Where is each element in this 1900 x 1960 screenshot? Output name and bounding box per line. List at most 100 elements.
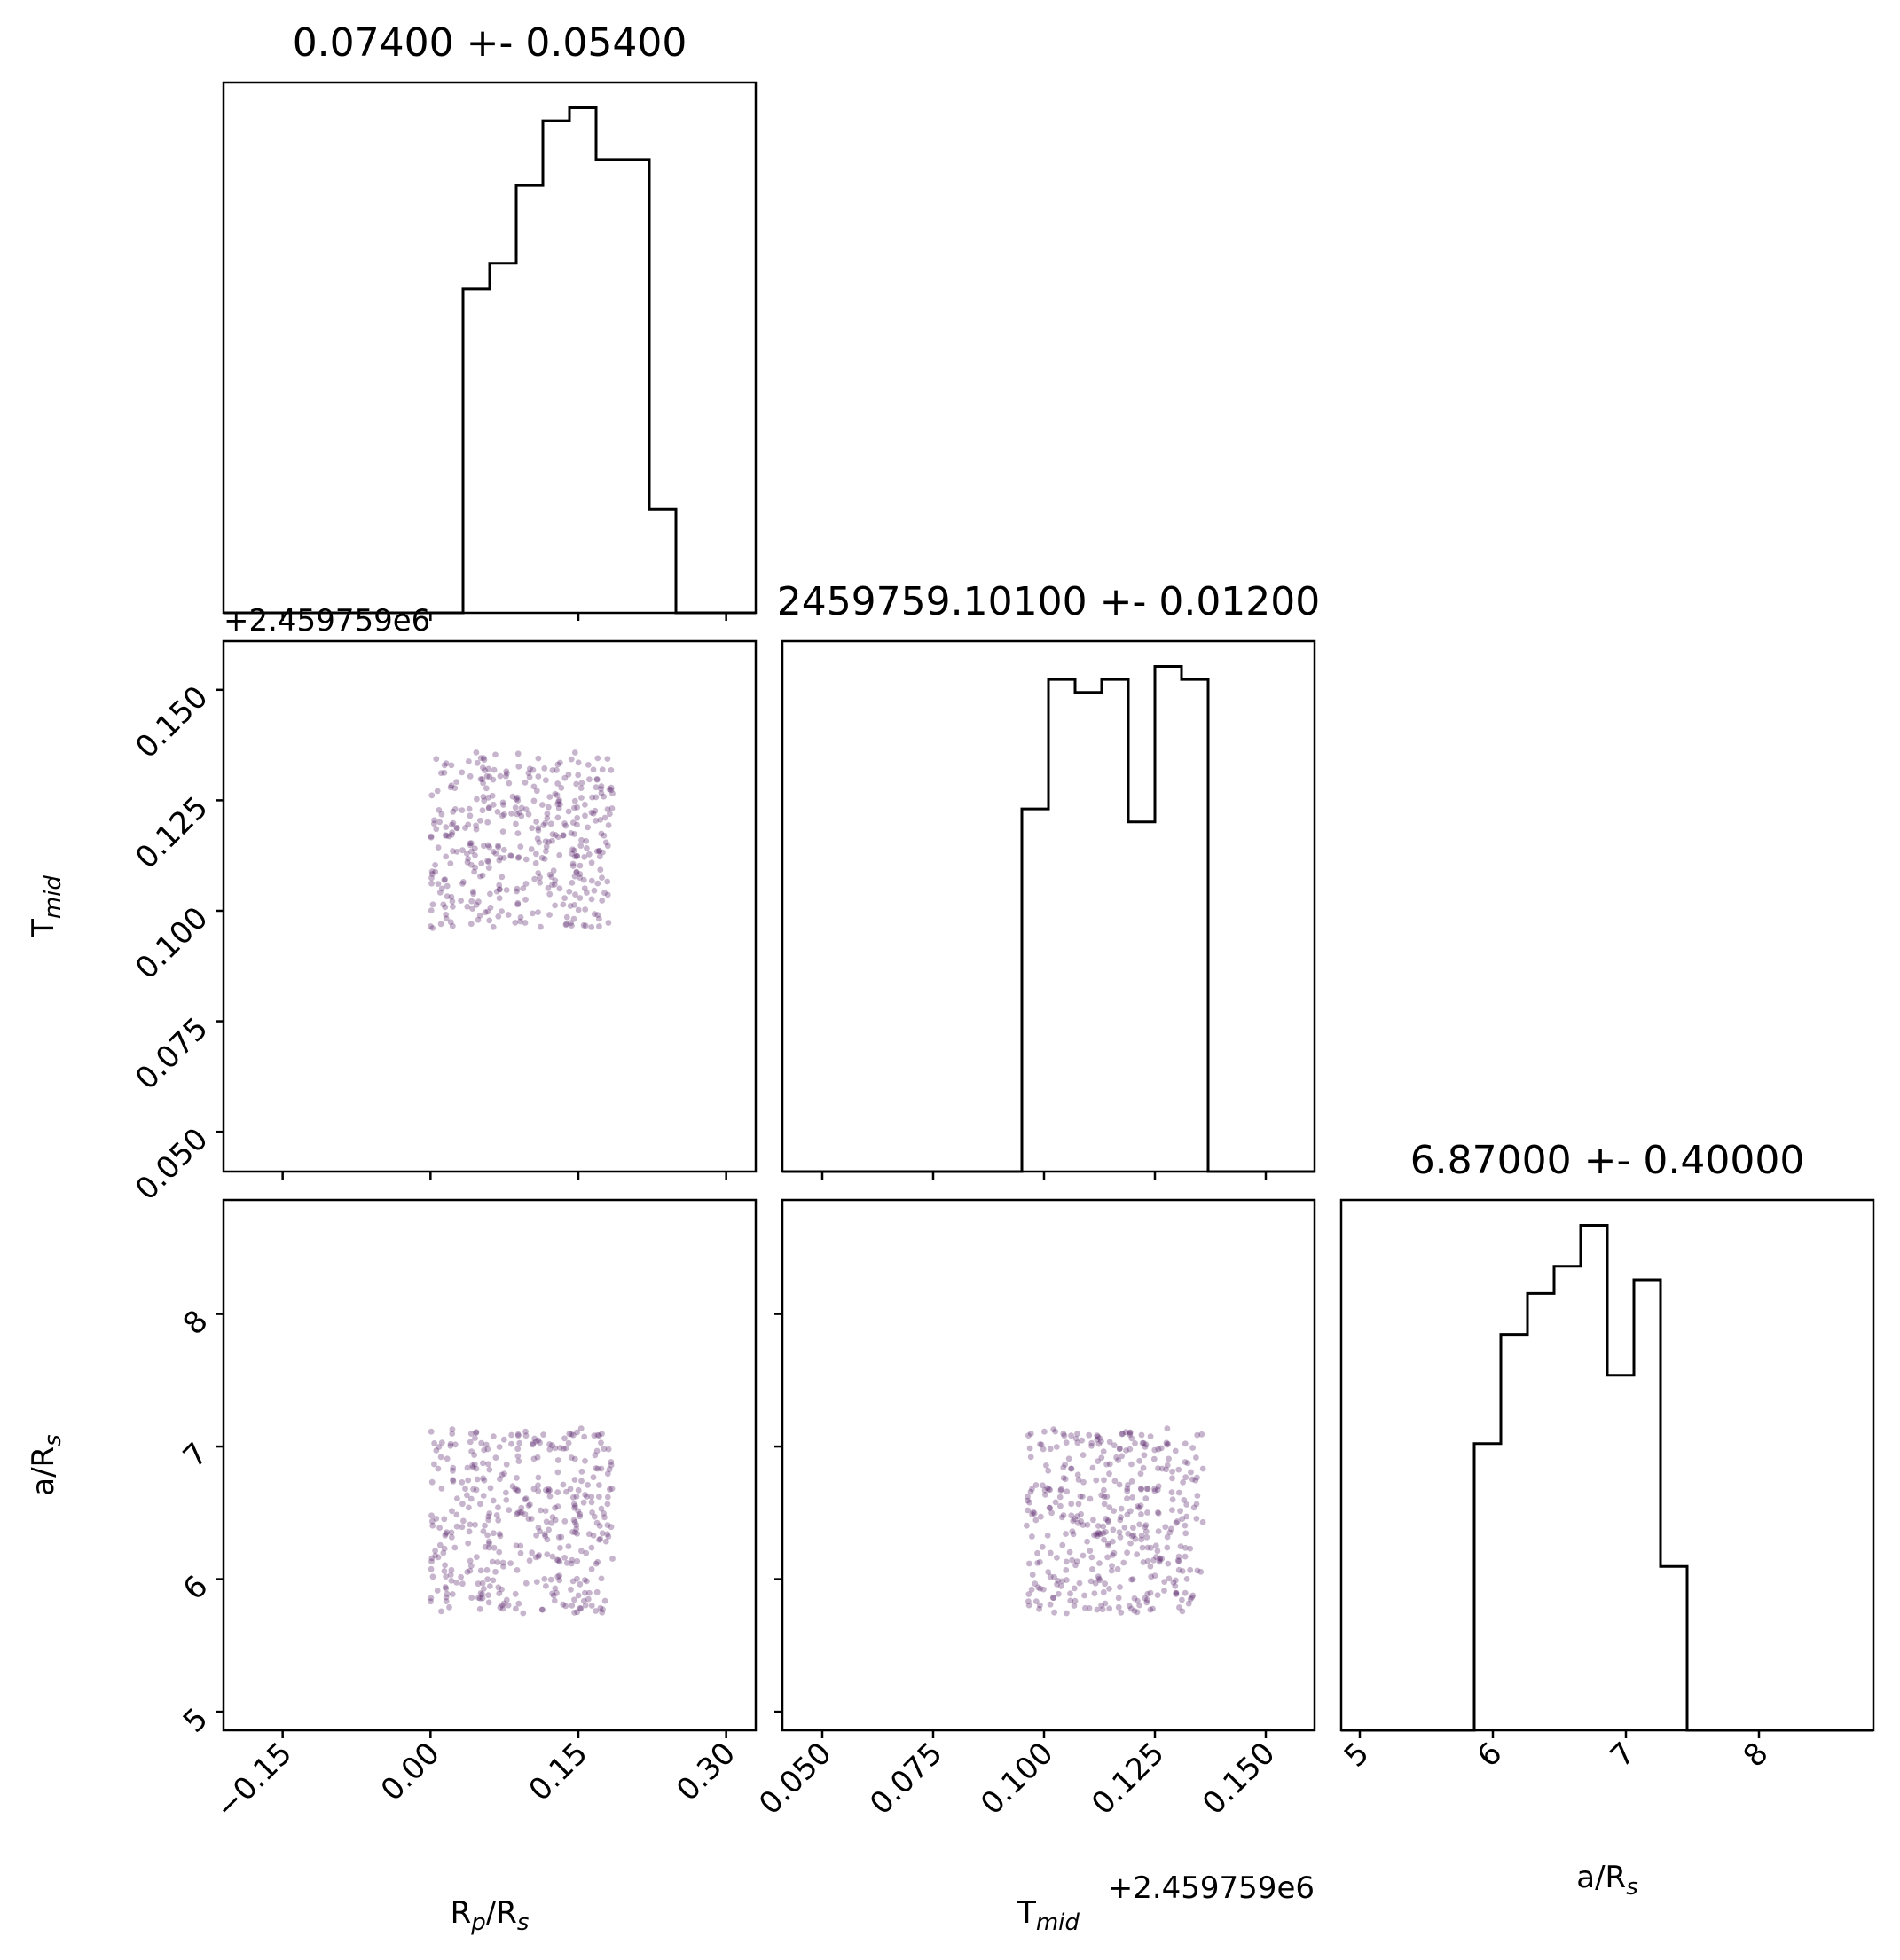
scatter-point (1080, 1452, 1087, 1458)
scatter-point (545, 1488, 552, 1495)
scatter-point (1106, 1605, 1113, 1612)
scatter-point (572, 891, 578, 898)
scatter-point (432, 1552, 439, 1559)
scatter-point (441, 762, 448, 769)
scatter-point (555, 1533, 562, 1541)
scatter-point (1142, 1528, 1150, 1535)
scatter-point (479, 1595, 486, 1602)
scatter-point (1064, 1610, 1070, 1617)
scatter-point (533, 788, 540, 795)
scatter-point (577, 862, 584, 869)
scatter-point (602, 1538, 609, 1545)
scatter-point (489, 1558, 496, 1565)
scatter-point (543, 1518, 550, 1525)
scatter-point (535, 755, 542, 762)
scatter-point (1165, 1440, 1171, 1447)
scatter-point (542, 838, 549, 844)
scatter-point (566, 1431, 573, 1438)
scatter-point (1049, 1595, 1056, 1601)
scatter-point (554, 801, 561, 808)
scatter-point (560, 901, 567, 908)
scatter-point (549, 1590, 555, 1597)
scatter-point (1036, 1605, 1042, 1612)
scatter-point (429, 1522, 436, 1529)
scatter-point (1117, 1445, 1123, 1452)
scatter-point (453, 1523, 460, 1530)
scatter-point (459, 1501, 466, 1508)
scatter-point (549, 1514, 556, 1521)
scatter-point (1075, 1477, 1082, 1483)
scatter-point (1173, 1519, 1180, 1526)
scatter-point (1182, 1530, 1189, 1537)
scatter-point (500, 1563, 506, 1570)
scatter-point (1025, 1560, 1032, 1567)
xlabel-tmid: Tmid (1017, 1895, 1080, 1936)
scatter-point (1108, 1567, 1115, 1574)
scatter-point (597, 817, 604, 823)
scatter-point (1025, 1591, 1032, 1597)
scatter-point (1175, 1566, 1182, 1573)
scatter-point (1158, 1465, 1166, 1472)
scatter-point (482, 1522, 488, 1529)
scatter-point (1125, 1482, 1131, 1488)
scatter-point (1043, 1462, 1049, 1469)
scatter-point (596, 915, 602, 922)
scatter-point (561, 820, 568, 827)
scatter-point (470, 890, 476, 898)
scatter-point (503, 1596, 510, 1603)
scatter-point (428, 833, 435, 840)
scatter-point (508, 1431, 514, 1439)
scatter-point (522, 881, 530, 887)
scatter-point (1079, 1494, 1086, 1500)
scatter-point (496, 895, 503, 902)
scatter-point (467, 921, 475, 928)
scatter-point (1057, 1583, 1064, 1589)
scatter-point (1151, 1487, 1158, 1494)
scatter-point (574, 1429, 580, 1436)
scatter-point (428, 1512, 435, 1519)
scatter-point (1142, 1522, 1150, 1528)
scatter-point (1100, 1588, 1107, 1595)
scatter-point (514, 1453, 522, 1460)
scatter-point (529, 825, 535, 832)
scatter-point (573, 780, 580, 788)
scatter-point (1068, 1432, 1074, 1439)
scatter-point (571, 1504, 577, 1511)
scatter-point (449, 1508, 455, 1515)
scatter-point (453, 849, 460, 855)
scatter-point (569, 1494, 577, 1501)
scatter-point (450, 1464, 457, 1471)
scatter-point (1128, 1478, 1135, 1485)
scatter-point (1056, 1494, 1064, 1501)
scatter-point (552, 832, 559, 838)
scatter-point (1029, 1511, 1035, 1517)
scatter-point (442, 1584, 449, 1590)
scatter-point (480, 1493, 487, 1499)
scatter-point (546, 890, 554, 898)
scatter-point (513, 796, 520, 803)
scatter-point (556, 851, 563, 858)
scatter-point (1144, 1509, 1150, 1516)
scatter-point (1142, 1495, 1150, 1502)
scatter-point (593, 1608, 599, 1614)
scatter-point (1101, 1494, 1108, 1500)
scatter-point (1113, 1454, 1119, 1461)
scatter-point (1174, 1518, 1181, 1525)
scatter-point (1095, 1531, 1103, 1537)
scatter-point (544, 815, 551, 821)
scatter-point (473, 1486, 480, 1494)
scatter-point (569, 922, 575, 929)
scatter-point (562, 1603, 569, 1610)
scatter-point (574, 1557, 581, 1564)
scatter-point (1175, 1466, 1182, 1473)
scatter-point (588, 809, 595, 816)
scatter-point (575, 1592, 582, 1599)
scatter-point (571, 749, 578, 756)
scatter-point (535, 1482, 541, 1489)
scatter-point (563, 1488, 569, 1495)
scatter-point (585, 762, 592, 768)
histogram-rp (224, 106, 756, 615)
scatter-point (495, 1517, 502, 1524)
scatter-point (565, 808, 572, 815)
scatter-point (1098, 1454, 1105, 1461)
